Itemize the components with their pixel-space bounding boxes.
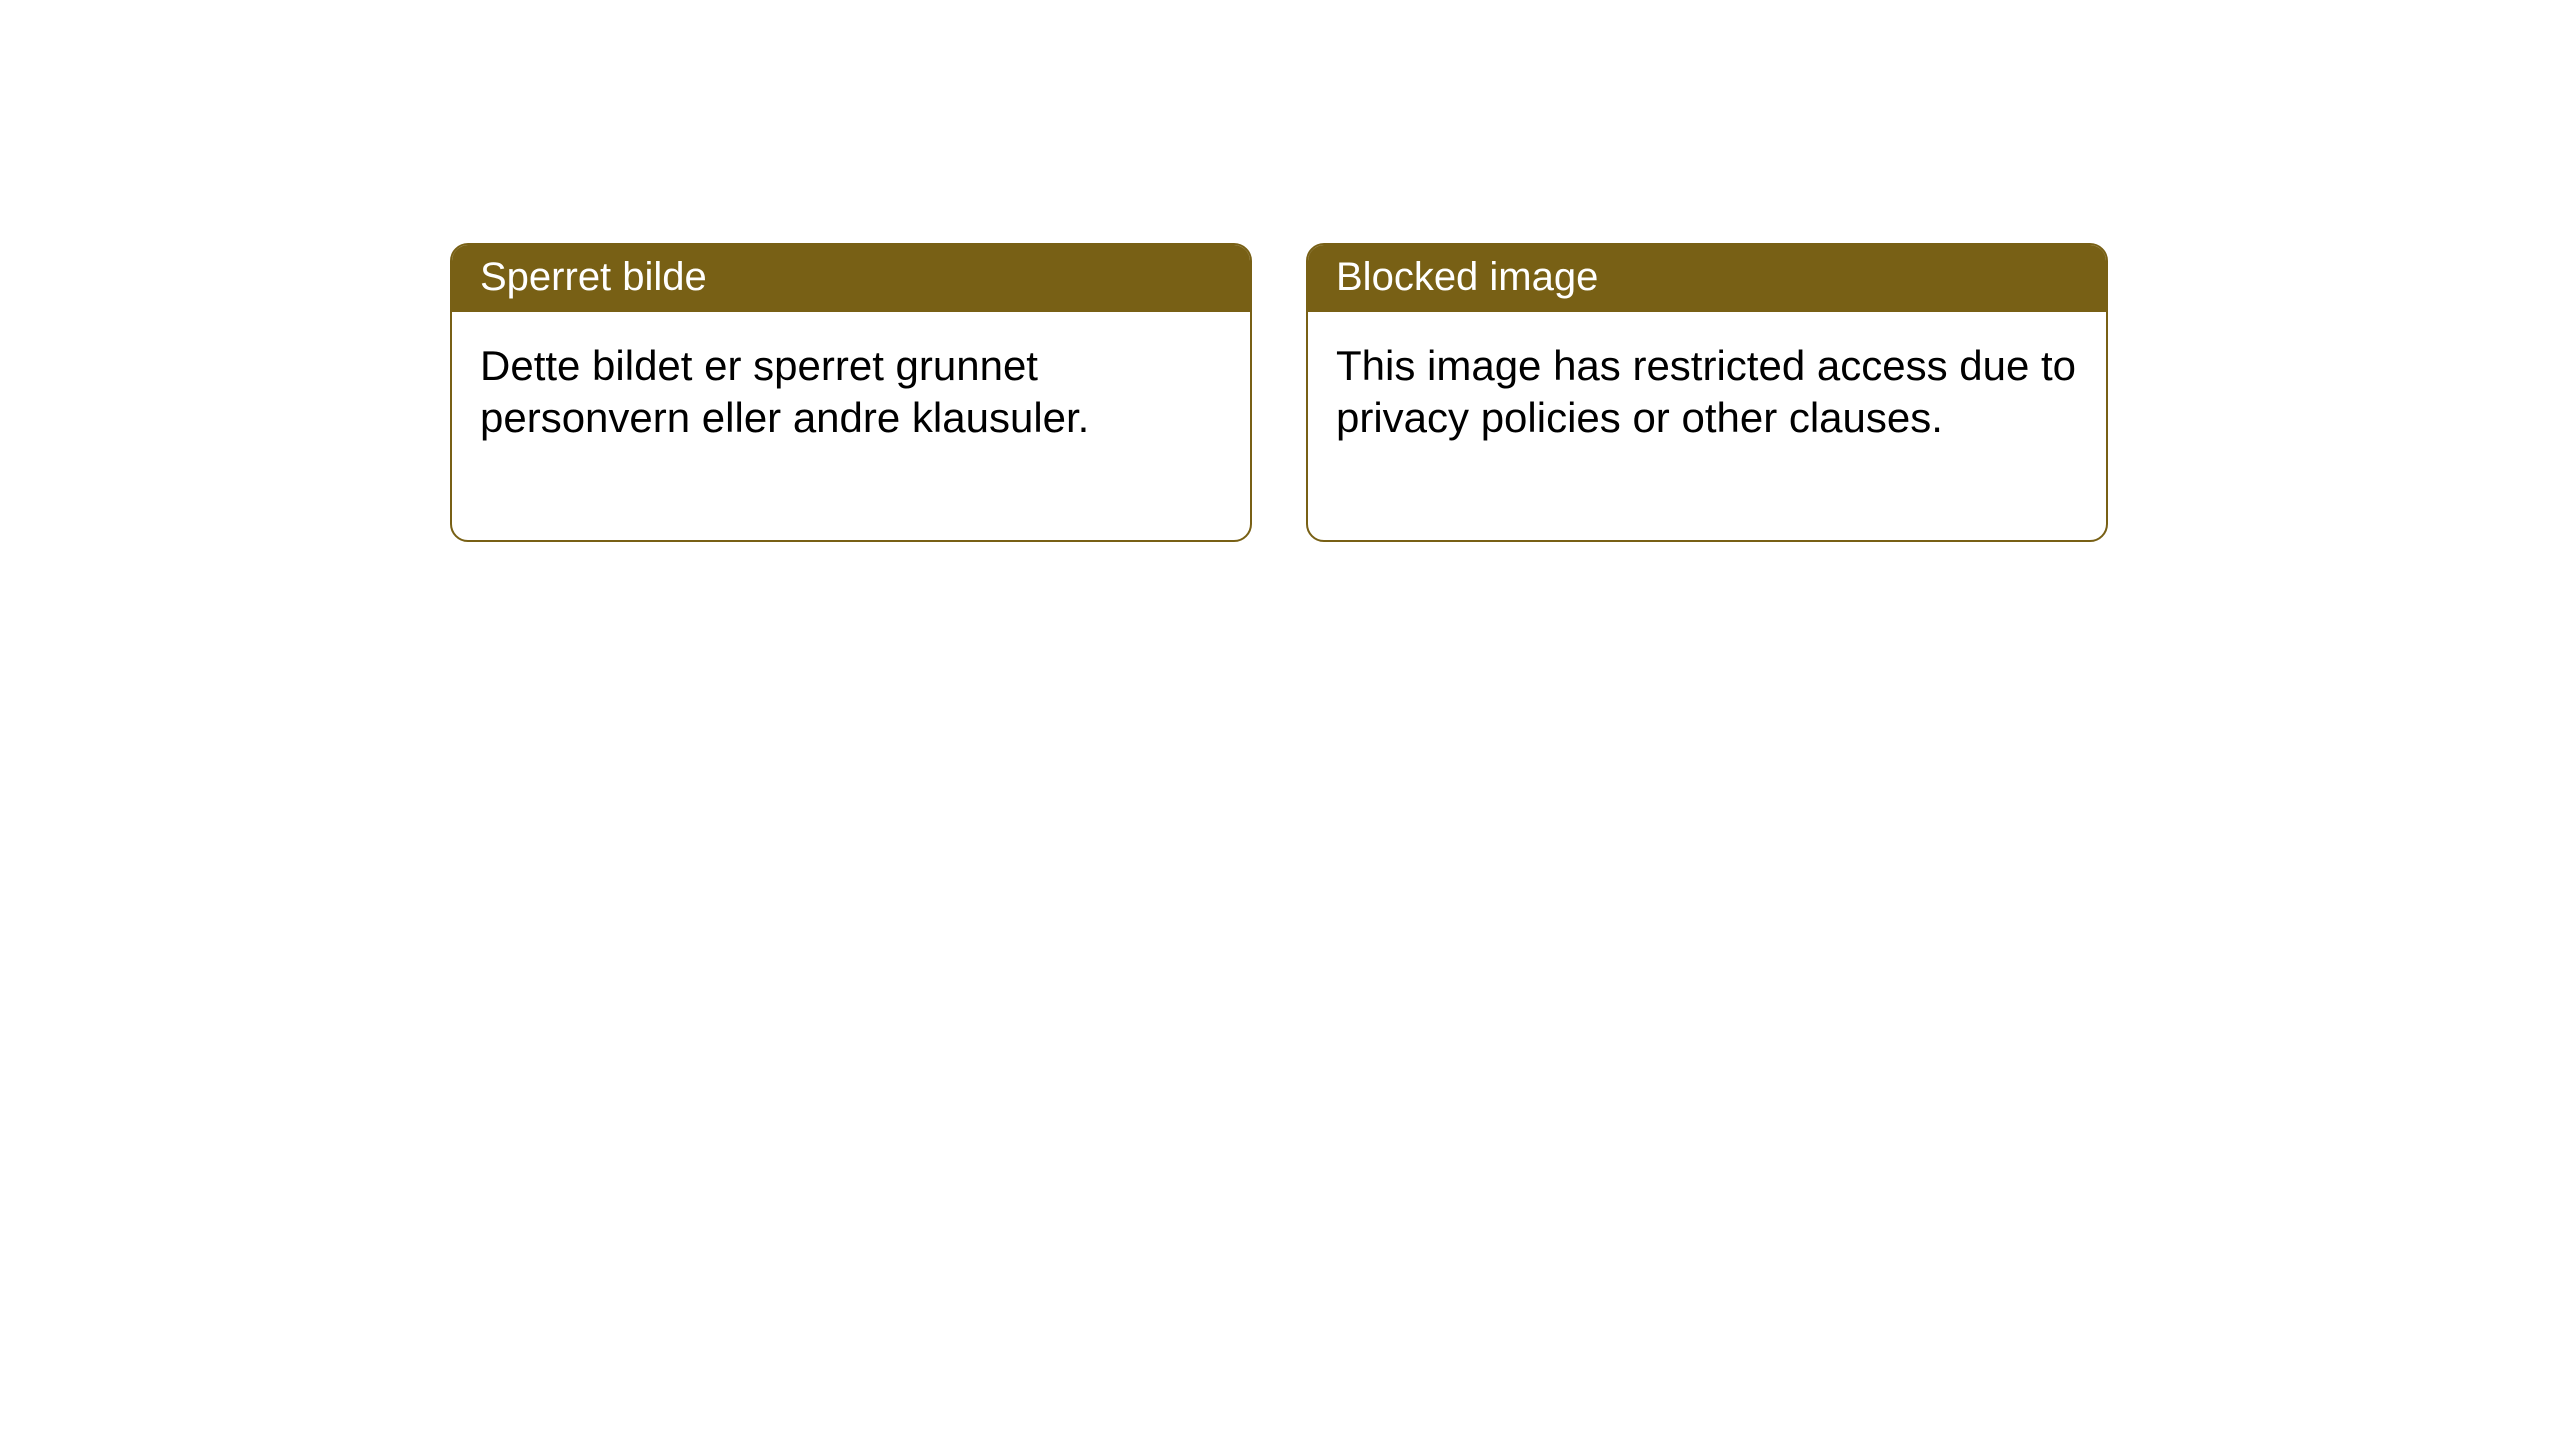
notice-header-english: Blocked image bbox=[1308, 245, 2106, 312]
notice-card-norwegian: Sperret bilde Dette bildet er sperret gr… bbox=[450, 243, 1252, 542]
notice-card-english: Blocked image This image has restricted … bbox=[1306, 243, 2108, 542]
notice-header-norwegian: Sperret bilde bbox=[452, 245, 1250, 312]
notice-text-english: This image has restricted access due to … bbox=[1336, 342, 2076, 441]
notice-container: Sperret bilde Dette bildet er sperret gr… bbox=[450, 243, 2108, 542]
notice-text-norwegian: Dette bildet er sperret grunnet personve… bbox=[480, 342, 1089, 441]
notice-body-norwegian: Dette bildet er sperret grunnet personve… bbox=[452, 312, 1250, 540]
notice-title-norwegian: Sperret bilde bbox=[480, 255, 707, 299]
notice-body-english: This image has restricted access due to … bbox=[1308, 312, 2106, 540]
notice-title-english: Blocked image bbox=[1336, 255, 1598, 299]
